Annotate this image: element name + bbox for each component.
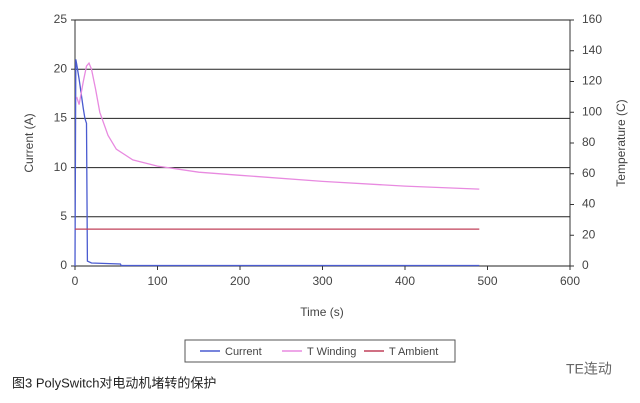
caption: 图3 PolySwitch对电动机堵转的保护	[12, 375, 216, 390]
y2-tick-label: 40	[582, 197, 596, 211]
y-axis-label: Current (A)	[22, 113, 36, 172]
y2-tick-label: 140	[582, 43, 602, 57]
y2-axis-label: Temperature (C)	[614, 99, 628, 186]
x-tick-label: 0	[72, 274, 79, 288]
x-tick-label: 400	[395, 274, 415, 288]
x-axis-label: Time (s)	[300, 305, 344, 319]
y2-tick-label: 100	[582, 104, 602, 118]
x-tick-label: 500	[477, 274, 497, 288]
y-tick-label: 5	[60, 209, 67, 223]
legend-label: T Ambient	[389, 346, 438, 358]
y-tick-label: 15	[54, 111, 68, 125]
y-tick-label: 10	[54, 160, 68, 174]
x-tick-label: 100	[147, 274, 167, 288]
y2-tick-label: 80	[582, 135, 596, 149]
series-line	[74, 59, 480, 267]
x-tick-label: 200	[230, 274, 250, 288]
x-tick-label: 300	[312, 274, 332, 288]
legend-label: T Winding	[307, 346, 356, 358]
series-line	[76, 61, 480, 190]
y2-tick-label: 120	[582, 74, 602, 88]
legend-label: Current	[225, 346, 262, 358]
y-tick-label: 20	[54, 61, 68, 75]
y2-tick-label: 0	[582, 258, 589, 272]
y2-tick-label: 60	[582, 166, 596, 180]
x-tick-label: 600	[560, 274, 580, 288]
watermark: TE连动	[566, 361, 612, 377]
legend-box	[184, 339, 456, 363]
y-tick-label: 25	[54, 12, 68, 26]
y2-tick-label: 20	[582, 227, 596, 241]
y-tick-label: 0	[60, 258, 67, 272]
y2-tick-label: 160	[582, 12, 602, 26]
